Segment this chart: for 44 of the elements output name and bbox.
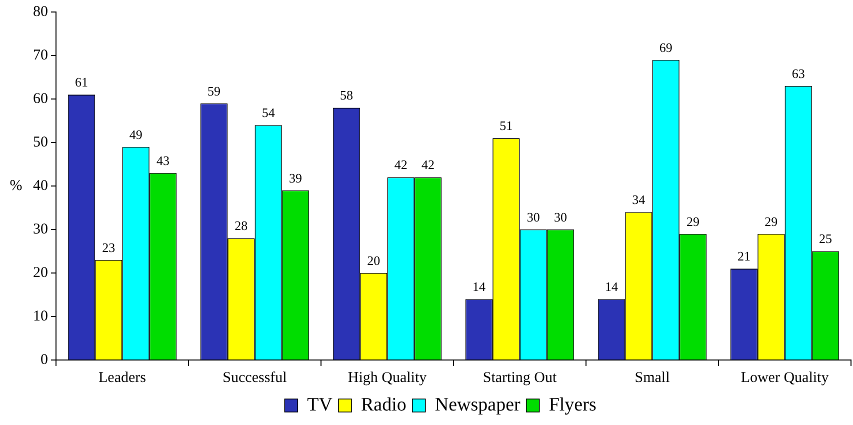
data-label: 69 xyxy=(659,40,672,55)
y-tick-label: 80 xyxy=(33,4,48,20)
y-tick-label: 40 xyxy=(33,178,48,194)
data-label: 21 xyxy=(738,248,751,264)
legend-label: Radio xyxy=(360,394,406,416)
y-tick-label: 30 xyxy=(33,221,48,238)
legend-label: TV xyxy=(307,394,333,416)
data-label: 59 xyxy=(208,83,221,98)
data-label: 51 xyxy=(500,118,513,134)
data-label: 58 xyxy=(340,88,354,103)
data-label: 43 xyxy=(156,152,170,168)
data-label: 34 xyxy=(632,192,646,208)
x-tick-label: High Quality xyxy=(348,370,428,386)
data-label: 14 xyxy=(605,279,619,294)
y-axis-title: % xyxy=(10,178,22,194)
data-label: 29 xyxy=(686,214,700,229)
y-tick-label: 20 xyxy=(33,264,48,281)
data-label: 54 xyxy=(262,105,276,120)
data-label: 30 xyxy=(554,209,567,224)
y-tick-label: 50 xyxy=(33,134,48,150)
data-label: 20 xyxy=(367,252,380,268)
legend-label: Flyers xyxy=(548,394,596,416)
data-label: 29 xyxy=(764,214,778,229)
data-label: 30 xyxy=(526,209,540,224)
y-tick-label: 60 xyxy=(33,90,48,107)
y-tick-label: 70 xyxy=(33,47,48,64)
data-label: 61 xyxy=(75,74,88,90)
x-tick-label: Successful xyxy=(222,370,287,386)
x-tick-label: Starting Out xyxy=(482,370,558,386)
y-tick-label: 10 xyxy=(33,308,48,324)
y-tick-label: 0 xyxy=(40,352,48,368)
data-label: 28 xyxy=(234,218,248,234)
data-label: 23 xyxy=(102,240,116,255)
data-label: 14 xyxy=(472,279,486,294)
data-label: 39 xyxy=(288,170,302,186)
x-tick-label: Small xyxy=(634,370,670,386)
data-label: 25 xyxy=(818,231,832,246)
data-label: 42 xyxy=(421,157,434,172)
data-label: 63 xyxy=(792,66,805,81)
x-tick-label: Leaders xyxy=(98,370,146,386)
data-label: 42 xyxy=(394,157,408,172)
x-tick-label: Lower Quality xyxy=(740,370,830,386)
legend-label: Newspaper xyxy=(434,394,522,416)
data-label: 49 xyxy=(129,126,142,142)
